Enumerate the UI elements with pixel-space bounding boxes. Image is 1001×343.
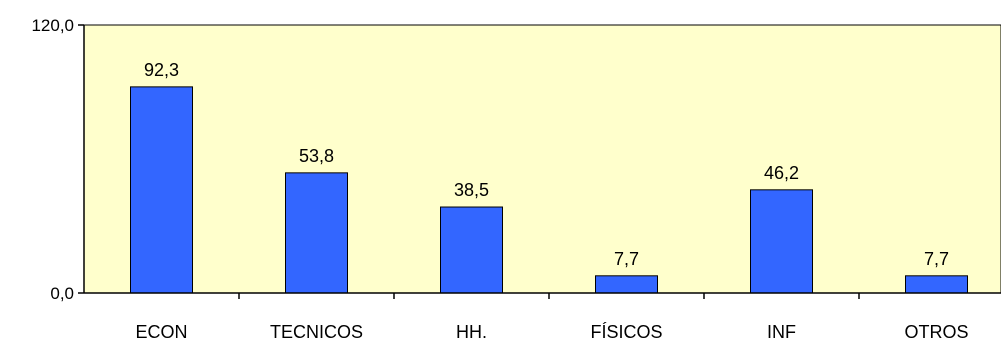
y-tick-label-max: 120,0: [31, 16, 74, 35]
plot-area: [83, 24, 1001, 294]
x-tick-label: OTROS: [904, 322, 968, 342]
bar-físicos: [595, 275, 658, 294]
data-label: 46,2: [764, 163, 799, 183]
x-tick-label: FÍSICOS: [590, 322, 662, 342]
data-label: 7,7: [614, 249, 639, 269]
y-tick-label-min: 0,0: [50, 284, 74, 303]
data-label: 53,8: [299, 146, 334, 166]
x-tick-label: INF: [767, 322, 796, 342]
x-tick-label: ECON: [135, 322, 187, 342]
data-label: 38,5: [454, 180, 489, 200]
bar-otros: [905, 275, 968, 294]
data-label: 92,3: [144, 60, 179, 80]
bar-tecnicos: [285, 172, 348, 294]
x-tick-label: HH.: [456, 322, 487, 342]
bar-inf: [750, 189, 813, 294]
bar-econ: [130, 86, 193, 294]
data-label: 7,7: [924, 249, 949, 269]
x-tick-label: TECNICOS: [270, 322, 363, 342]
bar-hh: [440, 206, 503, 294]
